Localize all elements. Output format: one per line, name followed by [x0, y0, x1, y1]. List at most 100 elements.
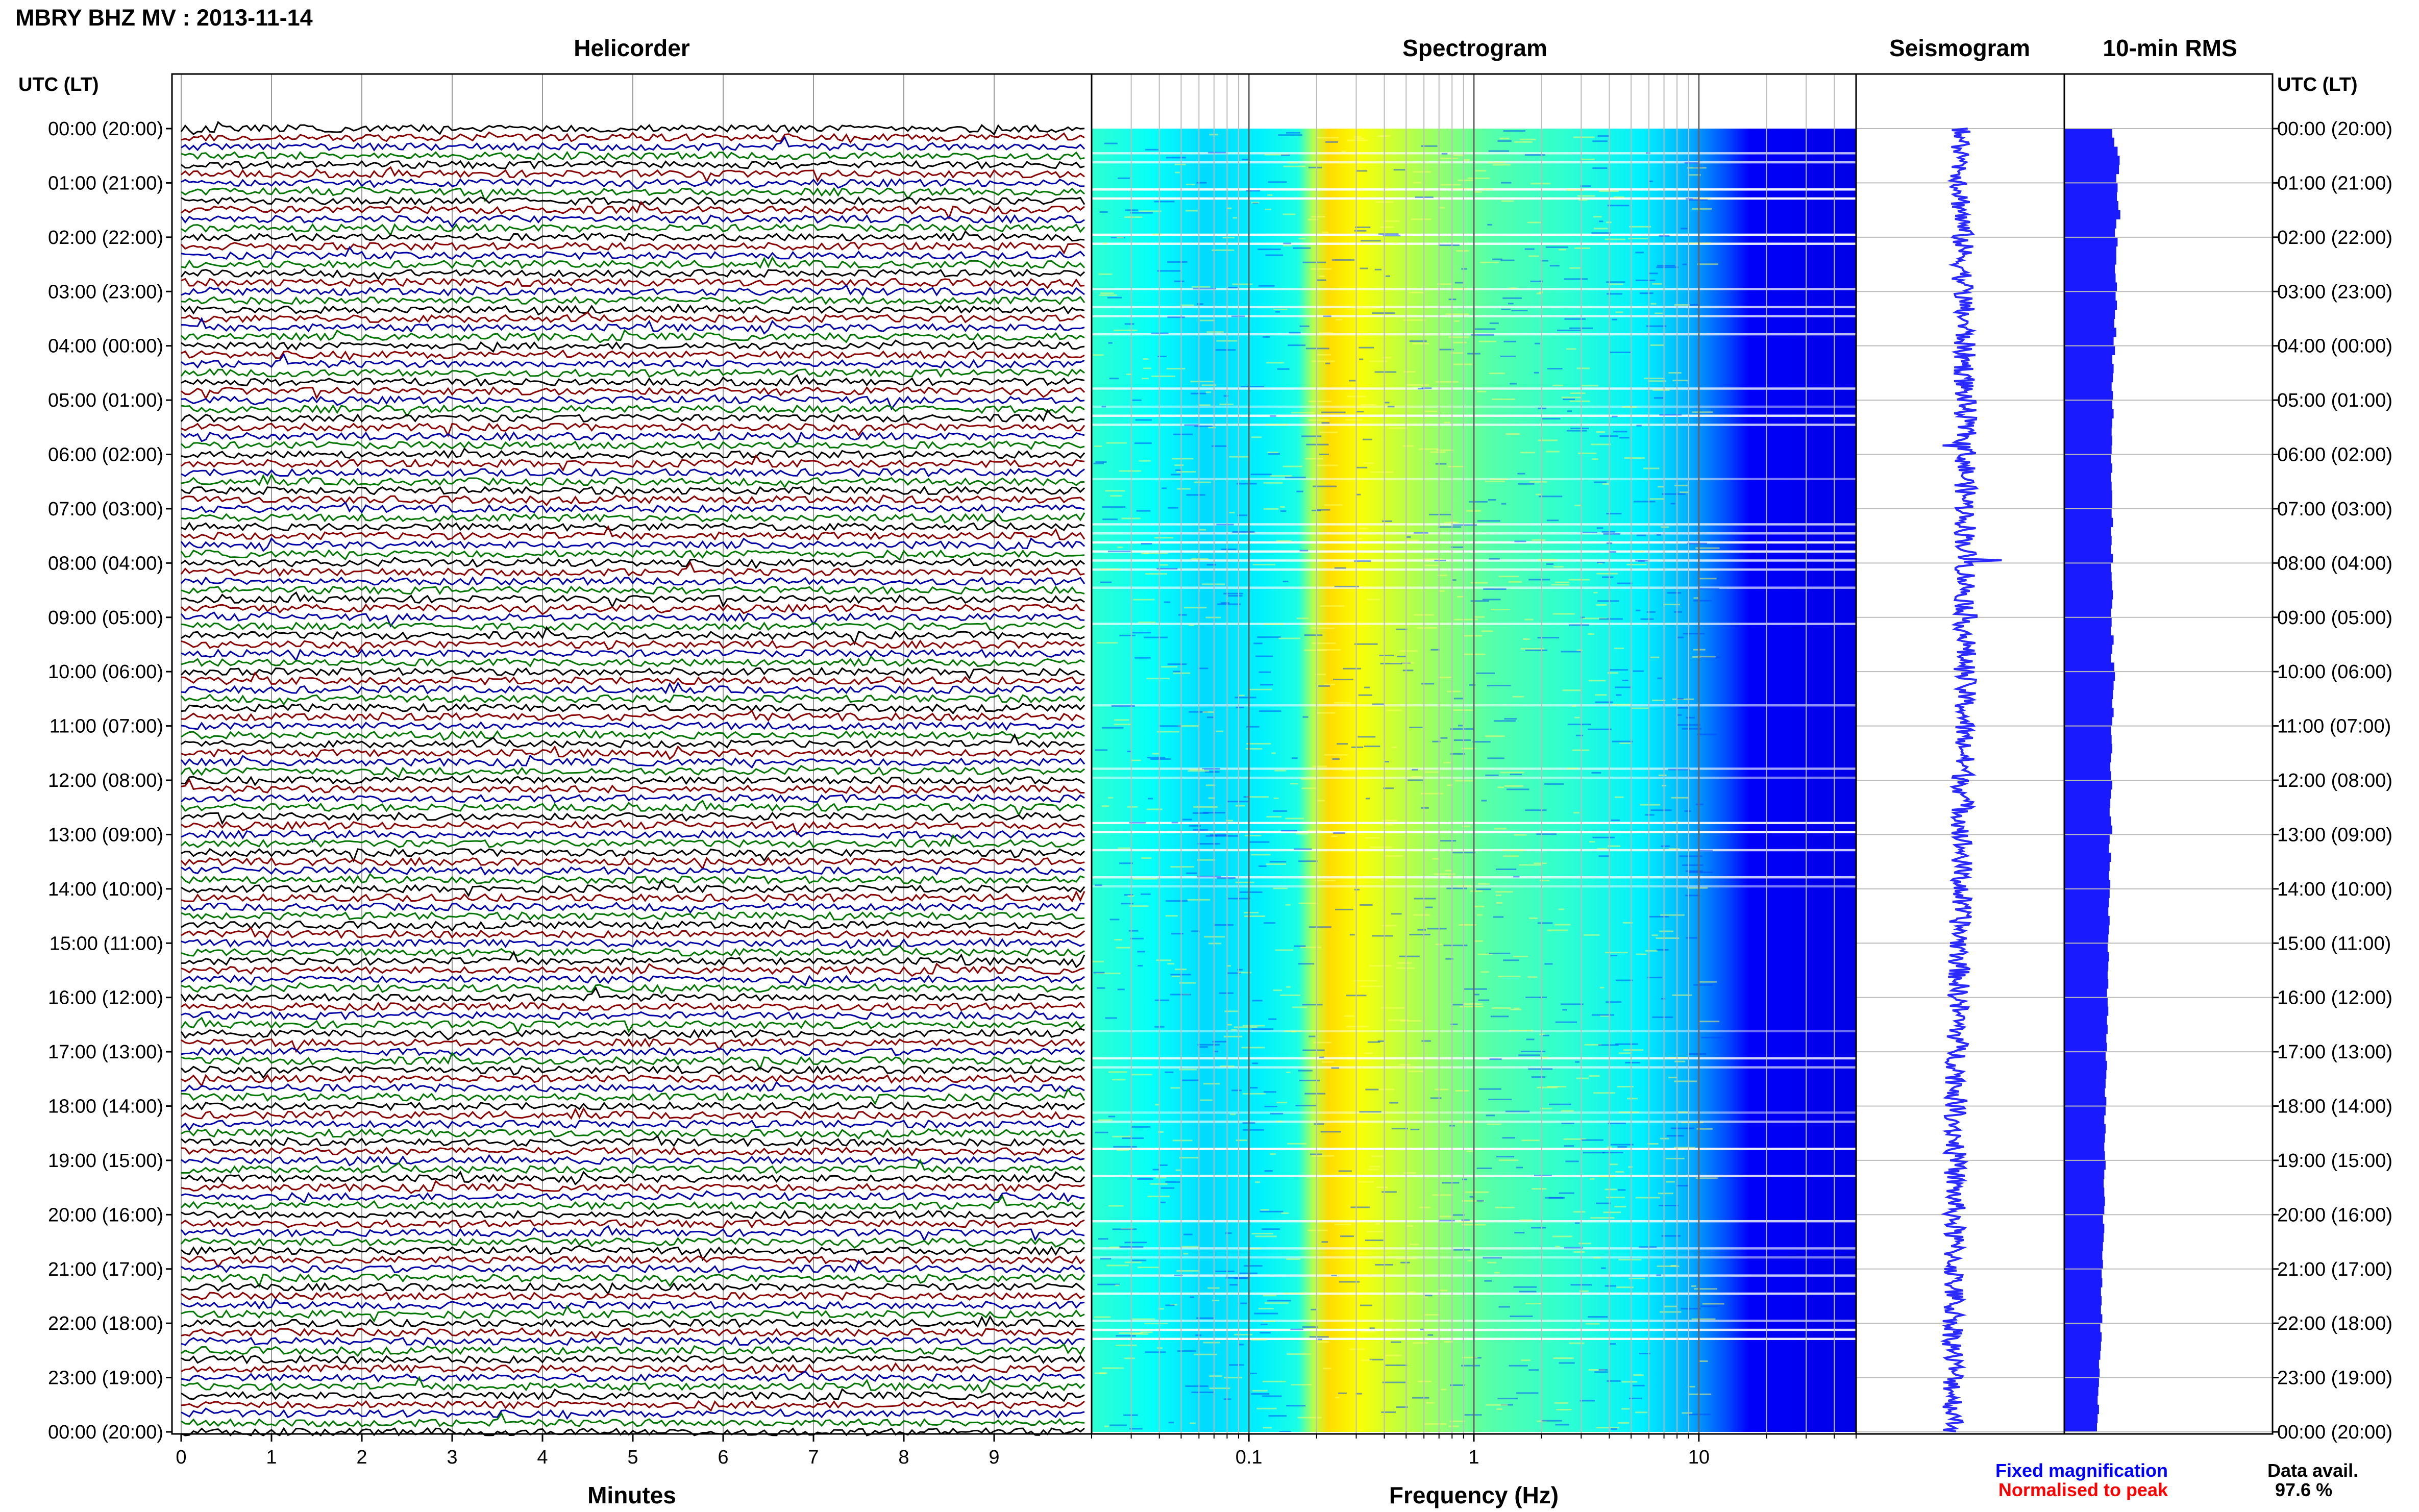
rms-bar: [2064, 898, 2109, 907]
time-tick-label-left: 07:00 (03:00): [48, 499, 163, 520]
rms-bar: [2064, 1015, 2107, 1025]
time-tick-label-right: 08:00 (04:00): [2277, 553, 2392, 574]
rms-bar: [2064, 418, 2112, 428]
helicorder-trace: [180, 549, 1085, 561]
helicorder-traces: [180, 120, 1085, 1437]
rms-bar: [2064, 137, 2114, 147]
rms-bar: [2064, 129, 2112, 138]
rms-bar: [2064, 192, 2117, 202]
minutes-tick-label: 3: [447, 1447, 457, 1468]
rms-bar: [2064, 645, 2112, 654]
frequency-tick-label: 1: [1468, 1447, 1479, 1468]
rms-bar: [2064, 753, 2111, 763]
data-avail-label: Data avail.: [2267, 1460, 2358, 1481]
spectrogram-xlabel: Frequency (Hz): [1389, 1482, 1559, 1508]
helicorder-trace: [181, 422, 1085, 438]
helicorder-trace: [181, 591, 1085, 609]
time-tick-label-left: 11:00 (07:00): [50, 716, 163, 737]
time-tick-label-right: 02:00 (22:00): [2277, 227, 2392, 249]
helicorder-trace: [181, 1255, 1085, 1269]
rms-bar: [2064, 1043, 2107, 1052]
rms-bar: [2064, 183, 2118, 192]
helicorder-trace: [181, 374, 1085, 387]
rms-bar: [2064, 409, 2114, 419]
helicorder-trace: [180, 1195, 1085, 1210]
rms-bar: [2064, 825, 2112, 835]
rms-bar: [2064, 1269, 2102, 1279]
figure-title: MBRY BHZ MV : 2013-11-14: [15, 5, 313, 31]
time-tick-label-right: 17:00 (13:00): [2277, 1042, 2392, 1063]
rms-bar: [2064, 527, 2111, 536]
helicorder-trace: [181, 936, 1085, 949]
helicorder-trace: [180, 120, 1085, 136]
rms-bar: [2064, 1124, 2106, 1134]
rms-bar: [2064, 445, 2112, 455]
rms-bar: [2064, 1079, 2106, 1088]
rms-bar: [2064, 156, 2120, 165]
rms-bar: [2064, 1187, 2105, 1197]
helicorder-trace: [181, 1037, 1085, 1053]
rms-bar: [2064, 1070, 2107, 1079]
helicorder-trace: [180, 834, 1085, 849]
helicorder-trace: [181, 811, 1085, 825]
legend-normalised-to-peak: Normalised to peak: [1998, 1479, 2168, 1500]
helicorder-trace: [181, 454, 1085, 472]
rms-bar: [2064, 1214, 2103, 1224]
helicorder-trace: [181, 1407, 1085, 1420]
helicorder-trace: [181, 196, 1085, 206]
helicorder-trace: [181, 1107, 1085, 1120]
helicorder-trace: [181, 829, 1085, 843]
helicorder-trace: [180, 368, 1085, 378]
helicorder-trace: [181, 151, 1085, 161]
helicorder-trace: [180, 693, 1085, 706]
helicorder-trace: [180, 603, 1085, 615]
helicorder-trace: [180, 754, 1085, 769]
helicorder-trace: [181, 865, 1085, 876]
rms-bar: [2064, 1341, 2101, 1351]
helicorder-trace: [181, 626, 1085, 646]
helicorder-trace: [180, 799, 1085, 817]
rms-bar: [2064, 1052, 2106, 1061]
rms-bar: [2064, 581, 2112, 591]
rms-bar: [2064, 301, 2117, 310]
rms-bar: [2064, 1097, 2107, 1107]
rms-bar: [2064, 1106, 2106, 1116]
time-tick-label-left: 20:00 (16:00): [48, 1204, 163, 1226]
rms-bar: [2064, 979, 2109, 989]
rms-bar: [2064, 662, 2114, 672]
helicorder-title: Helicorder: [574, 35, 690, 61]
helicorder-trace: [181, 277, 1085, 289]
helicorder-trace: [181, 1387, 1085, 1402]
time-tick-label-left: 13:00 (09:00): [48, 824, 163, 846]
helicorder-trace: [181, 745, 1085, 760]
rms-bar: [2064, 1287, 2101, 1297]
helicorder-trace: [180, 764, 1085, 779]
rms-bar: [2064, 427, 2112, 437]
time-tick-label-right: 04:00 (00:00): [2277, 336, 2392, 357]
rms-bar: [2064, 735, 2112, 745]
helicorder-trace: [180, 241, 1085, 255]
rms-bar: [2064, 572, 2112, 582]
helicorder-trace: [181, 902, 1085, 914]
rms-bar: [2064, 1060, 2107, 1071]
rms-bar: [2064, 201, 2118, 211]
time-tick-label-left: 10:00 (06:00): [48, 661, 163, 683]
time-tick-label-right: 21:00 (17:00): [2277, 1259, 2392, 1280]
helicorder-trace: [181, 1375, 1085, 1394]
rms-bar: [2064, 635, 2114, 645]
helicorder-trace: [181, 1051, 1085, 1071]
rms-bar: [2064, 1033, 2107, 1043]
helicorder-trace: [181, 404, 1085, 418]
helicorder-trace: [181, 1245, 1085, 1261]
helicorder-trace: [181, 1209, 1085, 1220]
time-tick-label-left: 19:00 (15:00): [48, 1150, 163, 1172]
time-tick-label-left: 01:00 (21:00): [48, 172, 163, 194]
rms-bar: [2064, 1142, 2105, 1152]
helicorder-trace: [180, 1064, 1085, 1079]
helicorder-trace: [181, 316, 1085, 335]
helicorder-trace: [180, 1101, 1085, 1111]
rms-bar: [2064, 490, 2112, 500]
seismogram-trace: [1940, 128, 2002, 1432]
helicorder-trace: [181, 585, 1085, 596]
helicorder-trace: [181, 394, 1085, 411]
